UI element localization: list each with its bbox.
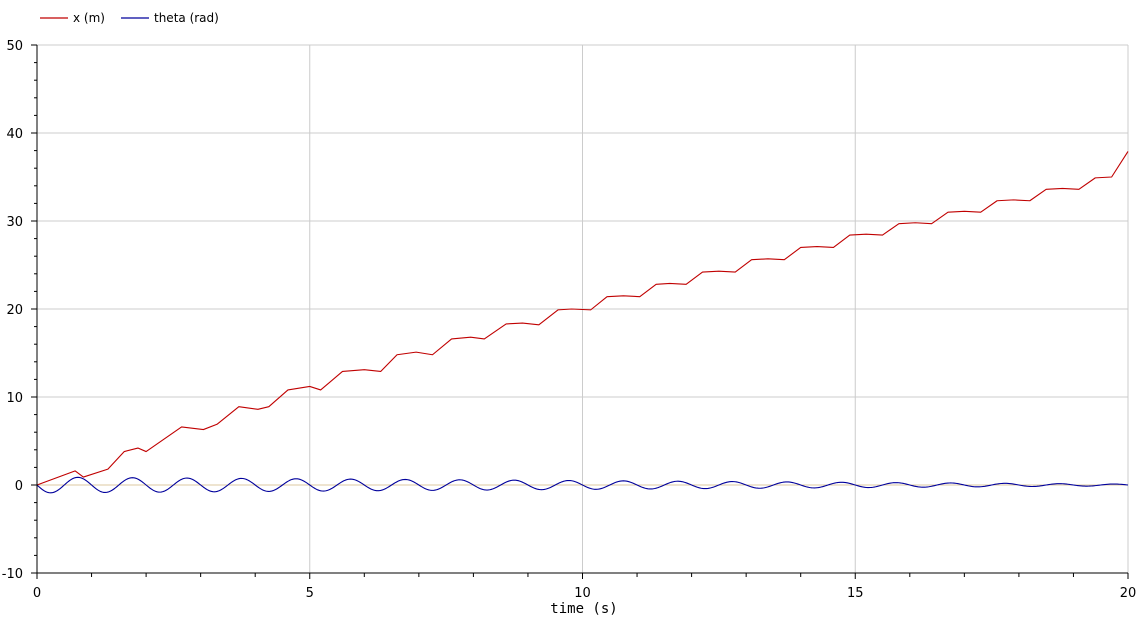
legend: x (m) theta (rad) — [40, 11, 219, 25]
x-tick-label: 20 — [1120, 586, 1137, 601]
series-group — [36, 151, 1129, 494]
series-line-theta — [36, 476, 1129, 494]
y-tick-label: 50 — [6, 39, 23, 54]
y-tick-label: 40 — [6, 127, 23, 142]
y-tick-label: -10 — [2, 567, 23, 582]
x-tick-label: 10 — [574, 586, 591, 601]
y-tick-label: 0 — [15, 479, 23, 494]
x-tick-label: 0 — [33, 586, 41, 601]
series-line-x — [36, 151, 1129, 486]
y-tick-label: 10 — [6, 391, 23, 406]
legend-label-theta: theta (rad) — [154, 11, 219, 25]
y-tick-label: 20 — [6, 303, 23, 318]
x-tick-labels: 0 5 10 15 20 — [33, 586, 1136, 601]
x-tick-label: 5 — [306, 586, 314, 601]
legend-label-x: x (m) — [73, 11, 105, 25]
x-tick-label: 15 — [847, 586, 864, 601]
y-tick-label: 30 — [6, 215, 23, 230]
x-axis-title: time (s) — [550, 601, 617, 617]
axes — [31, 44, 1129, 579]
y-tick-labels: -10 0 10 20 30 40 50 — [2, 39, 23, 582]
